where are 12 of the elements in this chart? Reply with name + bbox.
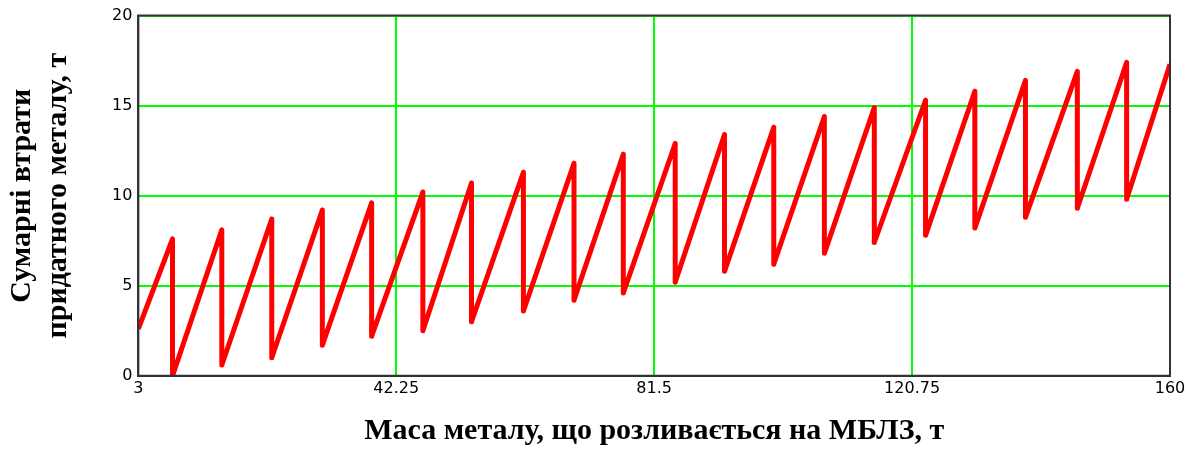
y-tick-label: 15	[112, 94, 133, 114]
y-tick-label: 10	[112, 184, 133, 204]
x-tick-label: 120.75	[884, 377, 941, 397]
y-tick-label: 0	[122, 364, 133, 384]
x-axis-title: Маса металу, що розливається на МБЛЗ, т	[364, 411, 945, 445]
y-tick-label: 5	[122, 274, 133, 294]
x-tick-label: 81.5	[636, 377, 672, 397]
x-tick-label: 42.25	[373, 377, 420, 397]
y-axis-title: Сумарні втрати придатного металу, т	[2, 52, 72, 339]
x-tick-label: 3	[133, 377, 144, 397]
x-tick-label: 160	[1154, 377, 1186, 397]
y-tick-label: 20	[112, 4, 133, 24]
